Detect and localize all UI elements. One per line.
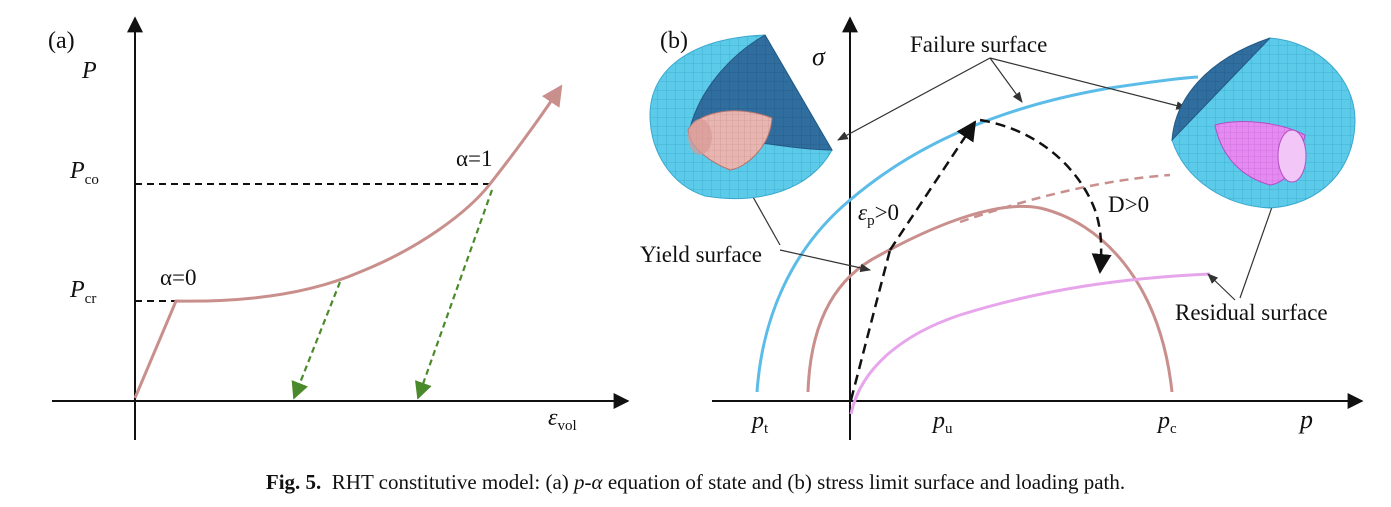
residual-leader-2 bbox=[1207, 273, 1236, 301]
panel-a-label: (a) bbox=[48, 28, 75, 54]
panel-b-loading-path-1 bbox=[849, 249, 892, 401]
panel-b-damage-label: D>0 bbox=[1108, 192, 1149, 217]
panel-a-tick-pcr: Pcr bbox=[69, 277, 96, 307]
panel-a-compaction-curve bbox=[133, 84, 563, 399]
yield-sphere-illustration bbox=[649, 34, 833, 199]
panel-a-x-axis-label: εvol bbox=[548, 405, 577, 434]
panel-b-tick-pt: pt bbox=[750, 408, 769, 437]
caption-p-alpha: p-α bbox=[574, 470, 603, 494]
panel-a: (a) P εvol Pco Pcr α=0 α=1 bbox=[48, 16, 630, 440]
panel-a-alpha0-label: α=0 bbox=[160, 265, 197, 290]
panel-b-damage-path bbox=[979, 118, 1112, 274]
panel-b-yield-dashed bbox=[959, 173, 1171, 224]
caption-text-1: RHT constitutive model: (a) bbox=[331, 470, 575, 494]
panel-b-tick-pc: pc bbox=[1156, 408, 1177, 437]
failure-leader-3 bbox=[989, 57, 1188, 110]
panel-b-failure-curve bbox=[755, 75, 1199, 393]
panel-b: (b) σ p pt pu pc εp>0 D>0 Failure surfac… bbox=[640, 16, 1364, 440]
panel-a-unload-arrow-1 bbox=[291, 281, 342, 400]
figure-caption: Fig. 5. RHT constitutive model: (a) p-α … bbox=[0, 470, 1391, 495]
caption-fig-label: Fig. 5. bbox=[265, 470, 322, 494]
caption-text-2: equation of state and (b) stress limit s… bbox=[602, 470, 1126, 494]
panel-b-failure-surface-label: Failure surface bbox=[910, 32, 1047, 57]
panel-b-x-axis-label: p bbox=[1298, 405, 1313, 434]
panel-a-alpha1-label: α=1 bbox=[456, 146, 493, 171]
panel-a-unload-arrow-2 bbox=[415, 189, 494, 400]
panel-b-label: (b) bbox=[660, 28, 688, 54]
panel-a-y-axis-label: P bbox=[81, 58, 97, 84]
panel-b-y-axis-label: σ bbox=[812, 42, 826, 71]
yield-leader-2 bbox=[779, 249, 872, 273]
failure-leader-1 bbox=[837, 57, 991, 141]
panel-b-yield-surface-label: Yield surface bbox=[640, 242, 762, 267]
failure-leader-2 bbox=[989, 57, 1023, 103]
panel-b-loading-path-2 bbox=[888, 120, 977, 251]
panel-b-residual-curve bbox=[849, 272, 1211, 415]
panel-b-tick-pu: pu bbox=[931, 408, 953, 437]
panel-b-plastic-strain-label: εp>0 bbox=[858, 200, 899, 229]
panel-b-yield-curve bbox=[806, 204, 1174, 393]
panel-b-residual-surface-label: Residual surface bbox=[1175, 300, 1328, 325]
panel-a-tick-pco: Pco bbox=[69, 158, 99, 188]
residual-sphere-illustration bbox=[1171, 37, 1356, 209]
